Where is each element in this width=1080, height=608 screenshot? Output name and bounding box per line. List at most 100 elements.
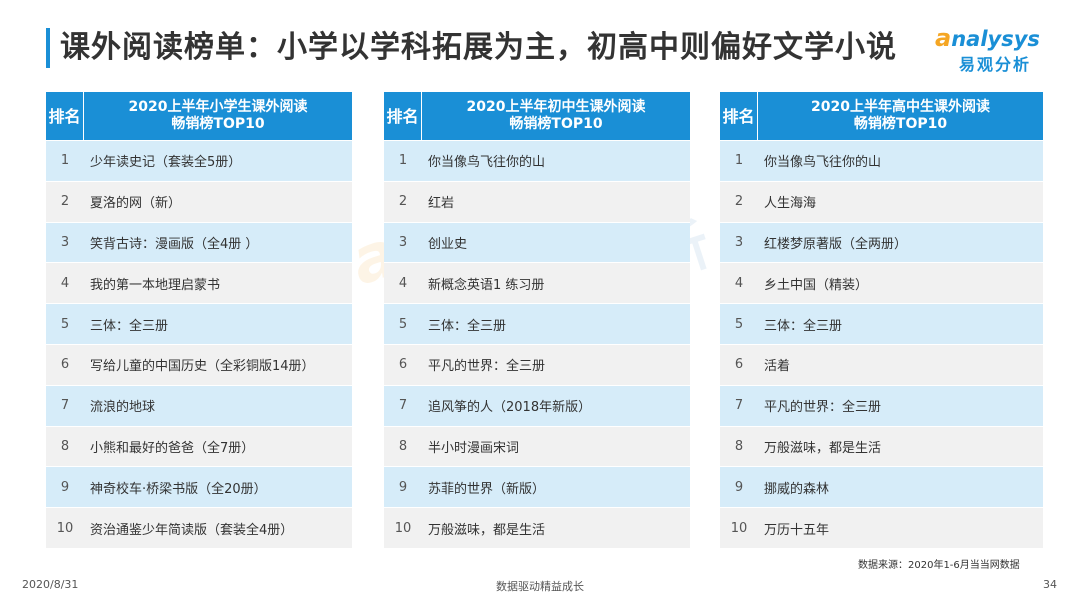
book-title-cell: 三体：全三册 bbox=[422, 303, 690, 344]
primary-school-ranking-table: 排名 2020上半年小学生课外阅读 畅销榜TOP10 1 少年读史记（套装全5册）… bbox=[46, 92, 352, 548]
table-row: 10 万般滋味，都是生活 bbox=[384, 507, 690, 548]
footer-date: 2020/8/31 bbox=[22, 578, 79, 591]
table-header-row: 排名 2020上半年初中生课外阅读 畅销榜TOP10 bbox=[384, 92, 690, 140]
book-title-cell: 追风筝的人（2018年新版） bbox=[422, 384, 690, 426]
rank-cell: 8 bbox=[720, 425, 758, 467]
logo-brand-text: nalysys bbox=[951, 27, 1040, 51]
table-row: 5 三体：全三册 bbox=[384, 303, 690, 344]
book-title-cell: 红楼梦原著版（全两册） bbox=[758, 221, 1043, 263]
book-title-cell: 三体：全三册 bbox=[758, 303, 1043, 344]
rank-cell: 8 bbox=[46, 425, 84, 467]
junior-high-ranking-table: 排名 2020上半年初中生课外阅读 畅销榜TOP10 1 你当像鸟飞往你的山 2 红岩… bbox=[384, 92, 690, 548]
logo-brand: analysys bbox=[935, 24, 1040, 52]
book-title-cell: 写给儿童的中国历史（全彩铜版14册） bbox=[84, 343, 352, 385]
rank-cell: 1 bbox=[46, 140, 84, 181]
table-row: 2 夏洛的网（新） bbox=[46, 180, 352, 222]
table-body: 1 少年读史记（套装全5册） 2 夏洛的网（新） 3 笑背古诗：漫画版（全4册 ） 4 我的第… bbox=[46, 140, 352, 548]
book-title-cell: 万般滋味，都是生活 bbox=[758, 425, 1043, 467]
table-row: 9 神奇校车·桥梁书版（全20册） bbox=[46, 466, 352, 508]
table-title: 2020上半年高中生课外阅读 畅销榜TOP10 bbox=[758, 92, 1043, 140]
book-title-cell: 夏洛的网（新） bbox=[84, 180, 352, 222]
book-title-cell: 少年读史记（套装全5册） bbox=[84, 140, 352, 181]
book-title-cell: 小熊和最好的爸爸（全7册） bbox=[84, 425, 352, 467]
rank-cell: 1 bbox=[384, 140, 422, 181]
book-title-cell: 人生海海 bbox=[758, 180, 1043, 222]
rank-cell: 2 bbox=[384, 180, 422, 222]
book-title-cell: 万历十五年 bbox=[758, 507, 1043, 548]
rank-cell: 3 bbox=[720, 221, 758, 263]
book-title-cell: 平凡的世界：全三册 bbox=[758, 384, 1043, 426]
table-row: 1 你当像鸟飞往你的山 bbox=[720, 140, 1043, 181]
table-body: 1 你当像鸟飞往你的山 2 人生海海 3 红楼梦原著版（全两册） 4 乡土中国（精装） 5 三体：… bbox=[720, 140, 1043, 548]
book-title-cell: 平凡的世界：全三册 bbox=[422, 343, 690, 385]
rank-cell: 7 bbox=[720, 384, 758, 426]
footer-slogan: 数据驱动精益成长 bbox=[496, 580, 584, 593]
rank-cell: 10 bbox=[720, 507, 758, 548]
book-title-cell: 万般滋味，都是生活 bbox=[422, 507, 690, 548]
book-title-cell: 新概念英语1 练习册 bbox=[422, 262, 690, 304]
table-title-line1: 2020上半年高中生课外阅读 bbox=[811, 99, 990, 115]
rank-cell: 7 bbox=[46, 384, 84, 426]
table-row: 10 资治通鉴少年简读版（套装全4册） bbox=[46, 507, 352, 548]
rank-cell: 5 bbox=[46, 303, 84, 344]
table-header-row: 排名 2020上半年小学生课外阅读 畅销榜TOP10 bbox=[46, 92, 352, 140]
analysys-logo: analysys 易观分析 bbox=[935, 24, 1045, 74]
book-title-cell: 乡土中国（精装） bbox=[758, 262, 1043, 304]
table-row: 2 人生海海 bbox=[720, 180, 1043, 222]
rank-cell: 6 bbox=[384, 343, 422, 385]
logo-subtitle: 易观分析 bbox=[959, 55, 1032, 74]
table-row: 7 追风筝的人（2018年新版） bbox=[384, 384, 690, 426]
table-row: 7 流浪的地球 bbox=[46, 384, 352, 426]
rank-cell: 3 bbox=[384, 221, 422, 263]
book-title-cell: 流浪的地球 bbox=[84, 384, 352, 426]
book-title-cell: 创业史 bbox=[422, 221, 690, 263]
table-title-line2: 畅销榜TOP10 bbox=[853, 116, 948, 132]
book-title-cell: 半小时漫画宋词 bbox=[422, 425, 690, 467]
table-row: 9 苏菲的世界（新版） bbox=[384, 466, 690, 508]
book-title-cell: 神奇校车·桥梁书版（全20册） bbox=[84, 466, 352, 508]
rank-cell: 4 bbox=[720, 262, 758, 304]
rank-cell: 5 bbox=[384, 303, 422, 344]
book-title-cell: 活着 bbox=[758, 343, 1043, 385]
table-row: 4 我的第一本地理启蒙书 bbox=[46, 262, 352, 304]
rank-cell: 6 bbox=[720, 343, 758, 385]
book-title-cell: 三体：全三册 bbox=[84, 303, 352, 344]
table-row: 3 笑背古诗：漫画版（全4册 ） bbox=[46, 221, 352, 263]
rank-cell: 9 bbox=[46, 466, 84, 508]
rank-cell: 2 bbox=[720, 180, 758, 222]
rank-cell: 2 bbox=[46, 180, 84, 222]
rank-cell: 1 bbox=[720, 140, 758, 181]
table-row: 8 半小时漫画宋词 bbox=[384, 425, 690, 467]
table-row: 1 少年读史记（套装全5册） bbox=[46, 140, 352, 181]
rank-cell: 10 bbox=[384, 507, 422, 548]
table-row: 6 写给儿童的中国历史（全彩铜版14册） bbox=[46, 343, 352, 385]
book-title-cell: 资治通鉴少年简读版（套装全4册） bbox=[84, 507, 352, 548]
table-row: 5 三体：全三册 bbox=[720, 303, 1043, 344]
table-row: 6 活着 bbox=[720, 343, 1043, 385]
data-source-note: 数据来源：2020年1-6月当当网数据 bbox=[858, 560, 1020, 571]
table-row: 4 乡土中国（精装） bbox=[720, 262, 1043, 304]
rank-column-header: 排名 bbox=[384, 92, 422, 140]
table-header-row: 排名 2020上半年高中生课外阅读 畅销榜TOP10 bbox=[720, 92, 1043, 140]
page-number: 34 bbox=[1043, 578, 1057, 591]
rank-cell: 7 bbox=[384, 384, 422, 426]
rank-cell: 5 bbox=[720, 303, 758, 344]
table-row: 1 你当像鸟飞往你的山 bbox=[384, 140, 690, 181]
table-body: 1 你当像鸟飞往你的山 2 红岩 3 创业史 4 新概念英语1 练习册 5 三体：全三册 6 平凡的世… bbox=[384, 140, 690, 548]
book-title-cell: 挪威的森林 bbox=[758, 466, 1043, 508]
table-row: 10 万历十五年 bbox=[720, 507, 1043, 548]
table-row: 3 创业史 bbox=[384, 221, 690, 263]
rank-cell: 9 bbox=[384, 466, 422, 508]
table-row: 2 红岩 bbox=[384, 180, 690, 222]
rank-cell: 10 bbox=[46, 507, 84, 548]
table-row: 8 万般滋味，都是生活 bbox=[720, 425, 1043, 467]
book-title-cell: 你当像鸟飞往你的山 bbox=[422, 140, 690, 181]
rank-cell: 9 bbox=[720, 466, 758, 508]
table-title-line1: 2020上半年初中生课外阅读 bbox=[466, 99, 646, 115]
book-title-cell: 红岩 bbox=[422, 180, 690, 222]
rank-column-header: 排名 bbox=[720, 92, 758, 140]
book-title-cell: 我的第一本地理启蒙书 bbox=[84, 262, 352, 304]
table-title-line1: 2020上半年小学生课外阅读 bbox=[128, 99, 308, 115]
rank-cell: 4 bbox=[46, 262, 84, 304]
table-row: 9 挪威的森林 bbox=[720, 466, 1043, 508]
